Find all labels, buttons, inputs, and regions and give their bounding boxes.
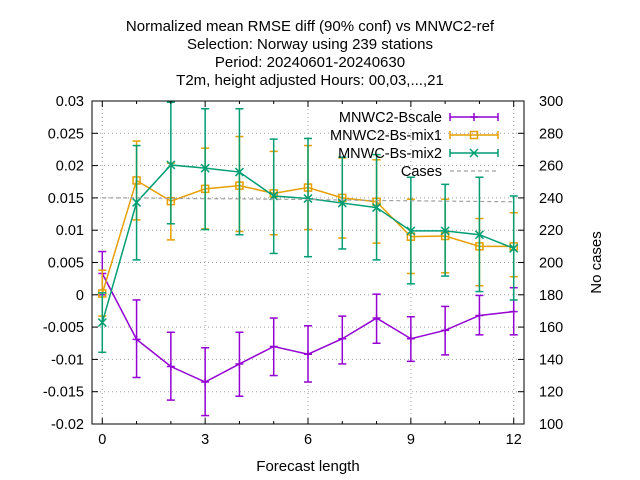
y-tick-label: 0.01 [56,223,84,239]
y2-axis-label: No cases [588,231,605,294]
legend-label: Cases [401,164,442,180]
legend-label: MNWC2-Bs-mix1 [330,128,442,144]
y2-tick-label: 220 [539,223,563,239]
data-point [97,318,107,328]
y2-tick-label: 300 [539,94,563,110]
y2-tick-label: 200 [539,256,563,272]
y2-tick-label: 240 [539,191,563,207]
axes: -0.02 -0.015 -0.01 -0.005 0 0.005 0.01 0.015 0.0… [43,94,563,448]
y-tick-label: 0.03 [56,94,84,110]
title-line-2: Selection: Norway using 239 stations [187,36,433,53]
chart-title: Normalized mean RMSE diff (90% conf) vs … [126,18,495,89]
x-tick-label: 12 [506,432,522,448]
legend-marker [469,130,479,140]
legend: MNWC2-Bscale MNWC2-Bs-mix1 MNWC-Bs-mix2 Cas… [330,110,499,180]
y-tick-label: 0.02 [56,159,84,175]
y-tick-label: -0.02 [51,417,84,433]
data-point [406,226,416,236]
y2-tick-label: 180 [539,288,563,304]
series-line-cases [102,197,514,203]
series-MNWC2-Bscale [98,250,518,417]
legend-marker [469,148,479,158]
legend-label: MNWC-Bs-mix2 [338,146,442,162]
title-line-3: Period: 20240601-20240630 [215,54,405,71]
title-line-4: T2m, height adjusted Hours: 00,03,...,21 [176,72,444,89]
x-axis-label: Forecast length [256,458,359,475]
data-point [132,197,142,207]
y-tick-label: 0.025 [48,126,84,142]
data-point [440,226,450,236]
series-Cases [102,197,514,203]
y-tick-label: 0.015 [48,191,84,207]
data-point [337,198,347,208]
data-point [166,160,176,170]
y-tick-label: -0.005 [43,320,84,336]
x-tick-label: 0 [98,432,106,448]
y2-tick-label: 280 [539,126,563,142]
data-point [303,194,313,204]
data-point [372,203,382,213]
y-tick-label: 0 [76,288,84,304]
y2-tick-label: 120 [539,385,563,401]
data-point [474,230,484,240]
x-tick-label: 6 [304,432,312,448]
title-line-1: Normalized mean RMSE diff (90% conf) vs … [126,18,495,35]
y2-tick-label: 260 [539,159,563,175]
x-tick-label: 9 [407,432,415,448]
data-point [509,243,519,253]
x-tick-label: 3 [201,432,209,448]
legend-label: MNWC2-Bscale [339,110,442,126]
y-tick-label: -0.01 [51,352,84,368]
y2-tick-label: 100 [539,417,563,433]
y2-tick-label: 160 [539,320,563,336]
y-tick-label: 0.005 [48,256,84,272]
plot-series [97,101,519,417]
series-MNWC-Bs-mix2 [97,101,519,354]
data-point [234,167,244,177]
y-tick-label: -0.015 [43,385,84,401]
y2-tick-label: 140 [539,352,563,368]
data-point [200,163,210,173]
